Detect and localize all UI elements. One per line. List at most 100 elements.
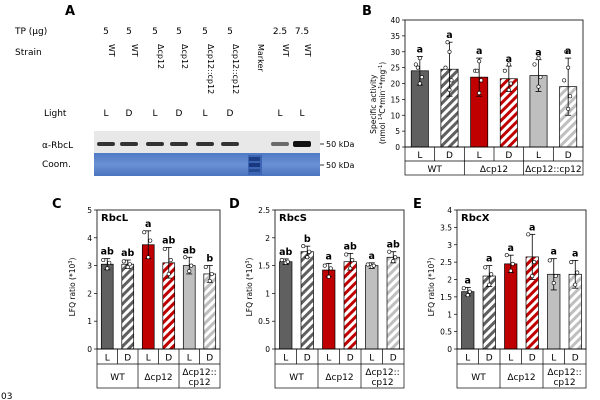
significance-letter: ab [279,247,292,258]
x-category-label: D [529,354,536,364]
blot-band [120,142,138,146]
panel-d: D LFQ ratio (*103) 0 0.5 1 1.5 2 2.5 RbcS ab b a a… [229,197,405,389]
significance-letter: a [565,46,571,57]
strain-name: Δcp12::cp12 [206,44,215,94]
data-point [307,249,312,254]
x-category-label: D [505,151,512,161]
tp-label: TP (μg) [14,27,47,37]
significance-letter: ab [101,247,114,258]
y-tick-label: 0 [395,143,400,152]
page-number: 03 [1,392,12,400]
y-tick-label: 5 [87,206,92,215]
group-label: Δcp12::cp12 [525,165,581,175]
y-tick-label: 20 [390,80,400,89]
data-point [279,258,284,263]
data-point [504,253,509,258]
blot-band [170,142,188,146]
x-category-label: L [369,354,374,364]
strain-name: WT [130,44,139,57]
bar [203,273,217,350]
data-point [328,266,333,271]
data-point [487,282,492,287]
x-category-label: D [165,354,172,364]
data-point [417,81,422,86]
x-category-label: L [551,354,556,364]
significance-letter: a [529,222,535,233]
data-point [209,271,214,276]
y-tick-label: 0.5 [440,328,452,337]
data-point [477,91,482,96]
group-label: WT [110,373,125,383]
data-point [344,252,349,257]
y-tick-label: 1 [447,310,452,319]
group-label: Δcp12 [507,373,535,383]
significance-letter: ab [387,240,400,251]
y-tick-label: 0 [265,345,270,354]
group-label: WT [289,373,304,383]
x-category-label: L [465,354,470,364]
tp-value: 5 [227,27,233,37]
y-tick-label: 35 [390,32,400,41]
strain-name: WT [107,44,116,57]
blot-label: α-RbcL [42,141,73,151]
data-point [301,244,306,249]
plot-frame [274,209,405,350]
significance-letter: a [572,248,578,259]
strain-name: Marker [256,44,265,72]
significance-letter: ab [121,248,134,259]
data-point [564,49,569,54]
x-category-label: D [347,354,354,364]
bar [300,251,314,350]
bar [482,275,496,350]
data-point [142,230,147,235]
data-point [162,246,167,251]
y-tick-label: 4 [87,234,92,243]
significance-letter: a [551,247,557,258]
y-tick-label: 5 [395,127,400,136]
y-tick-label: 3.5 [440,223,452,232]
plot-frame [456,209,587,350]
data-point [479,78,484,83]
data-point [166,271,171,276]
y-tick-label: 25 [390,64,400,73]
data-point [121,259,126,264]
tp-value: 5 [152,27,158,37]
light-label: Light [44,109,67,119]
group-label: WT [427,165,442,175]
bar [100,263,114,350]
y-tick-label: 0 [87,345,92,354]
data-point [322,263,327,268]
data-point [350,258,355,263]
x-category-label: D [486,354,493,364]
y-tick-label: 1 [87,317,92,326]
strain-name: Δcp12::cp12 [231,44,240,94]
data-point [305,255,310,260]
blot-band [221,142,239,146]
significance-letter: a [506,54,512,65]
significance-letter: a [465,275,471,286]
group-label: Δcp12 [144,373,172,383]
data-point [449,78,454,83]
y-tick-label: 3 [87,262,92,271]
group-label-line2: cp12 [188,378,210,388]
y-tick-label: 2.5 [440,258,452,267]
data-point [506,87,511,92]
data-point [146,255,151,260]
tp-row: 5 5 5 5 5 5 2.5 7.5 [103,27,309,37]
data-point [101,258,106,263]
blot-band [146,142,164,146]
strain-label: Strain [15,48,42,58]
group-label-line2: cp12 [371,378,393,388]
plot-frame [96,209,221,350]
significance-letter: b [304,234,311,245]
data-point [285,259,290,264]
data-point [348,266,353,271]
data-point [365,262,370,267]
data-point [536,56,541,61]
blot-band [293,141,311,147]
x-category-label: D [572,354,579,364]
bar [365,265,379,350]
data-point [483,265,488,270]
data-point [371,263,376,268]
